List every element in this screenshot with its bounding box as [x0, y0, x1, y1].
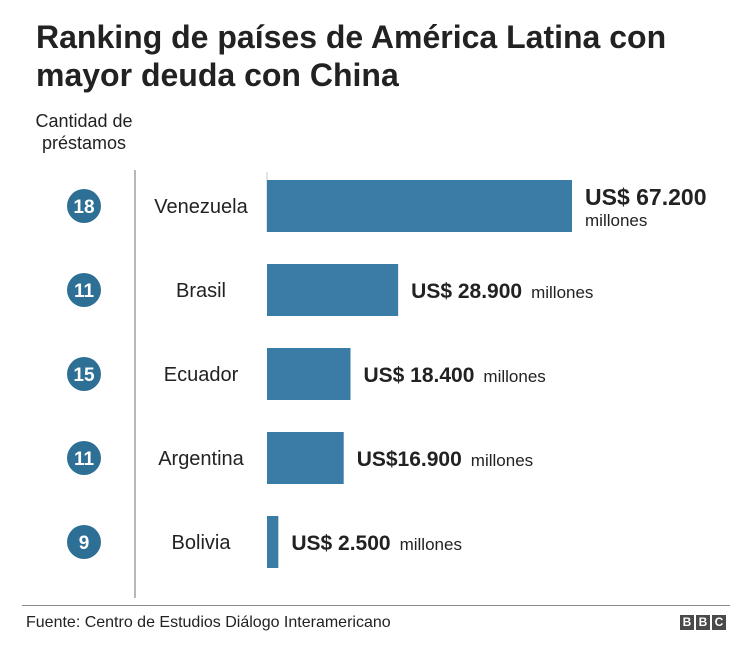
loan-count-label: 11: [74, 449, 95, 470]
country-label: Ecuador: [164, 364, 239, 386]
value-unit-label: millones: [585, 211, 647, 230]
loan-count-circle: [67, 357, 101, 391]
value-label: US$ 67.200: [585, 184, 706, 210]
logo-letter: B: [696, 615, 710, 630]
chart-title: Ranking de países de América Latina con …: [36, 19, 667, 93]
bar: [267, 348, 351, 400]
value-label: US$ 28.900 millones: [411, 280, 593, 303]
loan-count-label: 18: [73, 197, 94, 218]
source-note: Fuente: Centro de Estudios Diálogo Inter…: [26, 614, 391, 631]
value-label: US$ 18.400 millones: [364, 364, 546, 387]
loan-count-circle: [67, 525, 101, 559]
loan-count-circle: [67, 273, 101, 307]
loan-count-label: 9: [79, 533, 90, 554]
country-label: Venezuela: [154, 196, 248, 218]
bar: [267, 264, 399, 316]
logo-letter: C: [712, 615, 726, 630]
country-label: Brasil: [176, 280, 226, 302]
loan-count-label: 15: [73, 365, 95, 386]
bar: [267, 516, 279, 568]
footer-divider: [22, 605, 730, 606]
country-label: Argentina: [158, 448, 244, 470]
loan-count-label: 11: [74, 281, 95, 302]
value-label: US$16.900 millones: [357, 448, 533, 471]
loan-count-column-label: Cantidad de préstamos: [35, 111, 133, 153]
value-label: US$ 2.500 millones: [291, 532, 462, 555]
bar: [267, 432, 344, 484]
bbc-logo: B B C: [680, 615, 726, 630]
country-label: Bolivia: [172, 532, 232, 554]
loan-count-circle: [67, 441, 101, 475]
logo-letter: B: [680, 615, 694, 630]
bar: [267, 180, 572, 232]
loan-count-circle: [67, 189, 101, 223]
